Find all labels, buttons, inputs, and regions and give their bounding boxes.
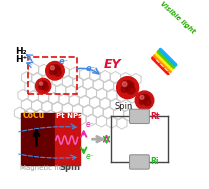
Circle shape [36,78,51,94]
Circle shape [121,81,128,88]
Circle shape [53,65,59,70]
Text: e⁻: e⁻ [85,120,94,129]
Circle shape [50,70,55,75]
Circle shape [39,81,44,86]
Circle shape [50,66,54,70]
Circle shape [129,82,134,87]
Text: Pt NPs: Pt NPs [56,113,82,119]
Circle shape [121,86,127,92]
Text: CoCu: CoCu [23,111,45,120]
Text: H⁺: H⁺ [15,55,28,64]
Text: e⁻: e⁻ [85,64,95,73]
Text: H₂: H₂ [15,47,27,56]
FancyBboxPatch shape [130,155,149,169]
Circle shape [44,82,47,86]
Circle shape [125,86,130,91]
Text: Spin: Spin [59,163,80,172]
Circle shape [117,77,139,99]
Circle shape [139,99,144,104]
Circle shape [139,94,145,101]
Circle shape [54,69,61,76]
Circle shape [39,85,43,89]
Text: Magnetic field: Magnetic field [19,165,69,171]
Circle shape [50,65,56,71]
Text: e⁻: e⁻ [58,57,68,66]
Circle shape [144,99,151,106]
Circle shape [53,69,57,74]
Text: EY: EY [104,58,121,71]
Circle shape [122,82,127,87]
Circle shape [127,86,135,94]
Circle shape [41,85,45,89]
Circle shape [43,85,48,90]
Circle shape [140,95,144,99]
Circle shape [39,82,43,85]
Text: Visible light: Visible light [159,0,196,35]
Text: Ri: Ri [150,157,159,167]
Circle shape [46,61,64,80]
Bar [21,113,55,165]
Text: Rt: Rt [150,112,160,121]
Circle shape [135,91,154,110]
FancyBboxPatch shape [130,109,149,124]
Circle shape [125,81,132,87]
Text: Spin: Spin [114,102,133,111]
Circle shape [56,66,60,70]
Bar [28,57,77,94]
Circle shape [42,81,46,86]
Circle shape [146,96,150,100]
Text: e⁻: e⁻ [85,152,94,161]
Bar [55,113,80,165]
Circle shape [143,94,148,100]
Circle shape [142,99,147,104]
